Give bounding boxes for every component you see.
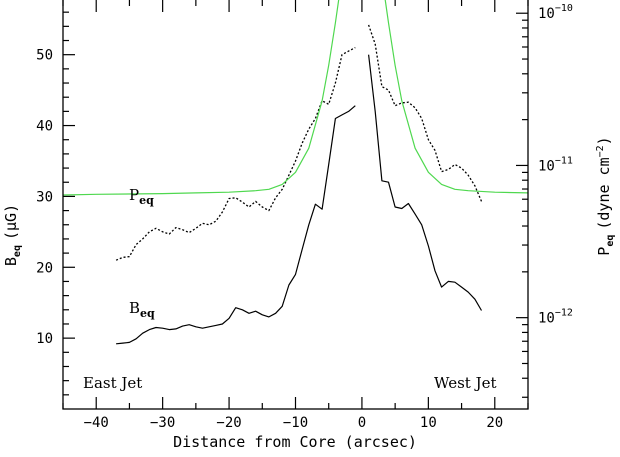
y-left-tick-label: 10: [36, 331, 53, 347]
tick-layer: [62, 0, 529, 409]
y-right-axis-title: Peq (dyne cm−2): [595, 136, 616, 255]
y-right-title-unit-close: ): [595, 136, 613, 145]
x-tick-label: 0: [358, 415, 366, 431]
y-left-title-unit: (μG): [2, 204, 20, 240]
y-right-title-unit-sup: −2: [595, 145, 606, 157]
x-tick-label: −40: [84, 415, 109, 431]
tick-label-layer: −40 −30 −20 −10 0 10 20 10 20 30 40 50 10−12 10−11 10−…: [36, 3, 573, 431]
y-right-tick-label: 10−12: [538, 308, 573, 327]
peq-label-main: P: [129, 186, 139, 204]
y-right-tick-label: 10−11: [538, 155, 573, 174]
west-jet-label: West Jet: [434, 374, 496, 392]
y-right-title-sub: eq: [605, 235, 616, 247]
y-right-title-unit: (dyne cm: [595, 157, 613, 229]
series-line-peq-east: [115, 47, 356, 261]
peq-label: Peq: [129, 186, 154, 207]
y-left-title-sub: eq: [12, 245, 23, 257]
x-axis-title: Distance from Core (arcsec): [173, 433, 417, 451]
x-tick-label: −30: [150, 415, 175, 431]
y-left-tick-label: 40: [36, 119, 53, 135]
y-right-tick-label: 10−10: [538, 3, 573, 22]
y-left-axis-title: Beq (μG): [2, 204, 23, 266]
x-tick-label: 10: [420, 415, 437, 431]
series-layer: [63, 0, 528, 345]
y-left-tick-label: 50: [36, 48, 53, 64]
plot-frame: [62, 0, 529, 410]
x-tick-label: −10: [283, 415, 308, 431]
series-line-beq-west: [368, 54, 483, 311]
beq-label: Beq: [129, 299, 155, 320]
east-jet-label: East Jet: [83, 374, 142, 392]
y-left-tick-label: 30: [36, 189, 53, 205]
x-tick-label: 20: [486, 415, 503, 431]
series-line-pressure-model: [63, 0, 528, 196]
series-line-beq-east: [116, 105, 356, 345]
y-right-title-main: P: [595, 247, 613, 256]
peq-label-sub: eq: [139, 194, 154, 207]
y-left-tick-label: 20: [36, 260, 53, 276]
y-left-title-main: B: [2, 257, 20, 266]
x-tick-label: −20: [216, 415, 241, 431]
beq-label-sub: eq: [140, 307, 155, 320]
series-line-peq-west: [367, 24, 483, 202]
beq-label-main: B: [129, 299, 140, 317]
